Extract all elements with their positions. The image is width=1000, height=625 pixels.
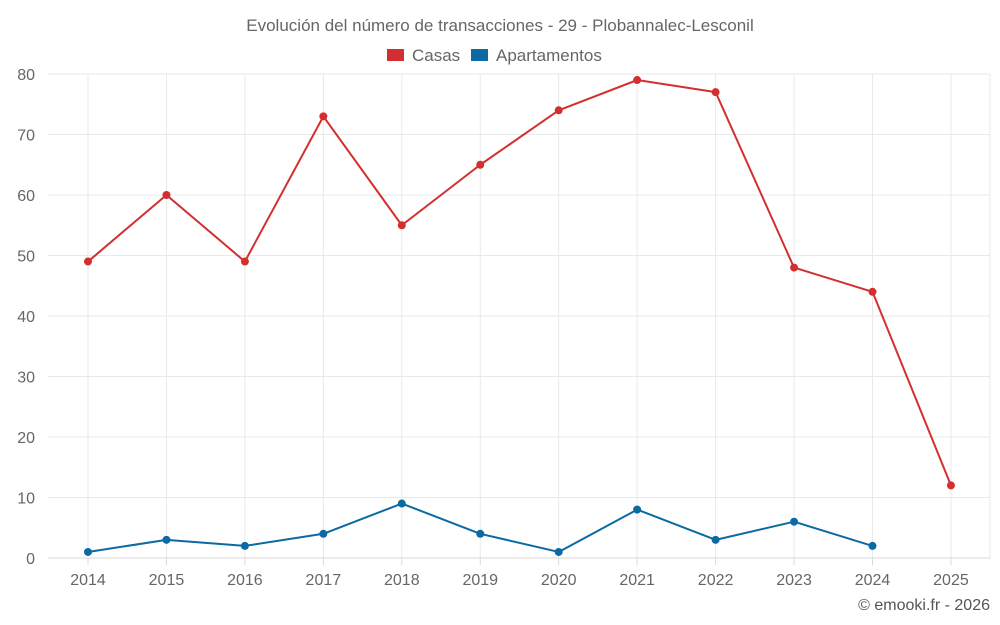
legend-apartamentos-label: Apartamentos: [496, 46, 602, 65]
y-tick-label-10: 10: [17, 491, 35, 508]
x-tick-label-2020: 2020: [541, 572, 577, 589]
data-point-casas-2020[interactable]: [554, 106, 563, 115]
data-point-apartamentos-2019[interactable]: [476, 529, 485, 538]
y-tick-label-60: 60: [17, 188, 35, 205]
x-tick-label-2025: 2025: [933, 572, 969, 589]
x-tick-label-2024: 2024: [855, 572, 891, 589]
data-point-apartamentos-2020[interactable]: [554, 547, 563, 556]
data-point-casas-2022[interactable]: [711, 88, 720, 97]
x-tick-label-2023: 2023: [776, 572, 812, 589]
series-points: [84, 76, 955, 556]
y-tick-label-0: 0: [26, 551, 35, 568]
data-point-apartamentos-2022[interactable]: [711, 535, 720, 544]
data-point-casas-2023[interactable]: [790, 263, 799, 272]
x-tick-label-2022: 2022: [698, 572, 734, 589]
data-point-apartamentos-2024[interactable]: [868, 541, 877, 550]
y-tick-label-30: 30: [17, 370, 35, 387]
y-tick-label-50: 50: [17, 249, 35, 266]
y-tick-label-80: 80: [17, 67, 35, 84]
y-tick-label-20: 20: [17, 430, 35, 447]
x-tick-label-2014: 2014: [70, 572, 106, 589]
x-tick-label-2017: 2017: [306, 572, 342, 589]
legend-casas-label: Casas: [412, 46, 460, 65]
chart-title: Evolución del número de transacciones - …: [246, 16, 753, 35]
y-tick-label-40: 40: [17, 309, 35, 326]
data-point-casas-2017[interactable]: [319, 112, 328, 121]
grid-lines: [48, 73, 991, 558]
data-point-casas-2018[interactable]: [397, 221, 406, 230]
data-point-apartamentos-2014[interactable]: [84, 547, 92, 556]
data-point-apartamentos-2021[interactable]: [633, 505, 642, 514]
axes: [48, 557, 990, 565]
x-tick-label-2018: 2018: [384, 572, 420, 589]
y-tick-label-70: 70: [17, 128, 35, 145]
legend-casas-swatch: [387, 49, 404, 61]
data-point-casas-2014[interactable]: [84, 257, 92, 266]
legend-apartamentos-swatch: [471, 49, 488, 61]
data-point-casas-2016[interactable]: [240, 257, 249, 266]
legend: Casas Apartamentos: [387, 46, 602, 65]
data-point-casas-2025[interactable]: [946, 481, 955, 490]
x-tick-label-2019: 2019: [462, 572, 498, 589]
x-tick-label-2016: 2016: [227, 572, 263, 589]
data-point-apartamentos-2023[interactable]: [790, 517, 799, 526]
data-point-apartamentos-2015[interactable]: [162, 535, 171, 544]
copyright-credit: © emooki.fr - 2026: [858, 597, 990, 614]
data-point-casas-2015[interactable]: [162, 191, 171, 199]
x-tick-label-2021: 2021: [619, 572, 655, 589]
data-point-apartamentos-2017[interactable]: [319, 529, 328, 538]
series-line-casas: [87, 79, 952, 487]
data-point-apartamentos-2016[interactable]: [240, 541, 249, 550]
x-tick-label-2015: 2015: [149, 572, 185, 589]
tick-labels: 0 10 20 30 40 50 60 70 80 2014 2015 2016 2017 2018 201…: [17, 67, 969, 589]
data-point-casas-2019[interactable]: [476, 160, 485, 169]
data-point-casas-2021[interactable]: [633, 76, 642, 85]
data-point-apartamentos-2018[interactable]: [397, 499, 406, 508]
data-point-casas-2024[interactable]: [868, 287, 877, 296]
